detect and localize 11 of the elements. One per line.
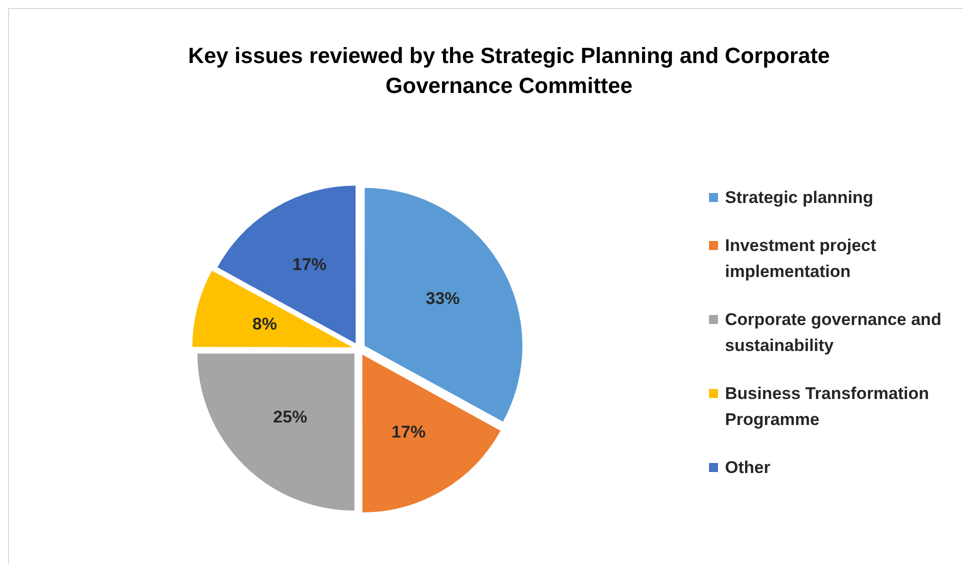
chart-title: Key issues reviewed by the Strategic Planning and Corporate Governance Committee <box>187 42 831 100</box>
legend-label: Corporate governance and sustainability <box>725 309 942 357</box>
legend-label: Investment project implementation <box>725 235 878 283</box>
data-label: 17% <box>292 254 326 274</box>
data-label: 33% <box>426 289 460 308</box>
legend-label: Other <box>725 457 770 479</box>
data-label: 25% <box>273 408 308 427</box>
legend-label: Strategic planning <box>725 187 874 209</box>
legend-label: Business Transformation Programme <box>725 383 930 431</box>
data-label: 17% <box>392 422 426 442</box>
data-label: 8% <box>252 314 278 334</box>
